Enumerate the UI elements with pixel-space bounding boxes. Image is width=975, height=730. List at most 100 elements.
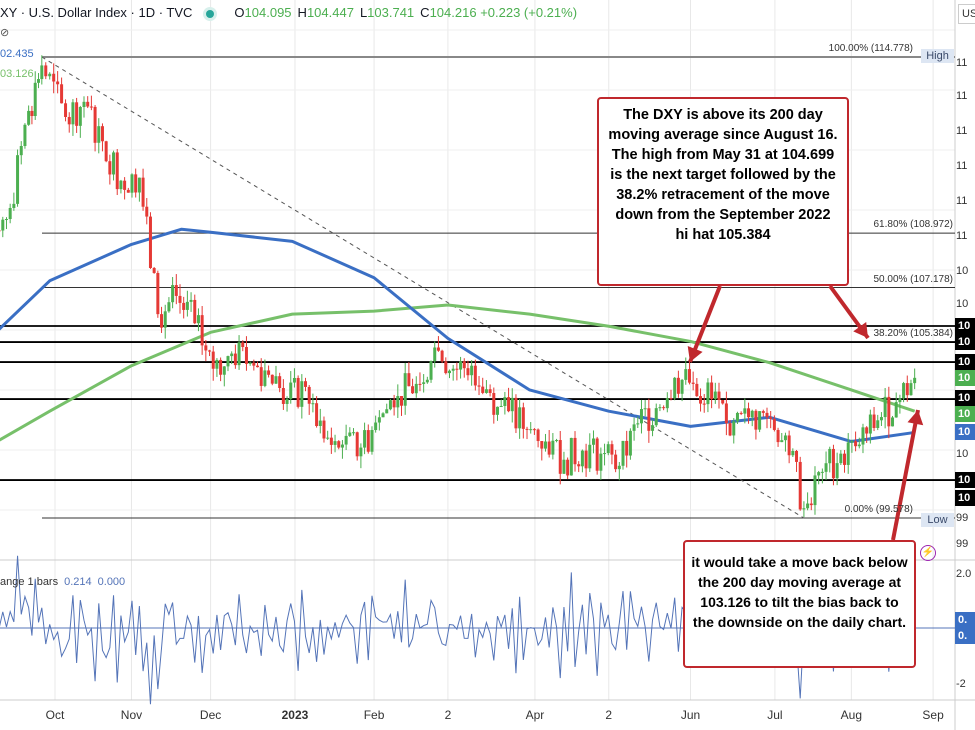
candle-body — [481, 386, 485, 393]
open-label: O — [234, 5, 245, 20]
candle-body — [865, 427, 869, 434]
candle-body — [352, 432, 356, 434]
candle-body — [835, 463, 839, 479]
candle-body — [747, 408, 751, 418]
candle-body — [44, 65, 48, 77]
candle-body — [422, 382, 426, 384]
candle-body — [377, 417, 381, 423]
price-axis-label: 99 — [956, 512, 969, 524]
candle-body — [208, 350, 212, 352]
candle-body — [64, 103, 68, 117]
candle-body — [40, 65, 44, 80]
annotation-box-bias: it would take a move back below the 200 … — [683, 540, 916, 668]
time-axis-label: Dec — [199, 708, 222, 722]
candle-body — [392, 400, 396, 408]
annotation-text: it would take a move back below the 200 … — [691, 554, 908, 630]
candle-body — [680, 379, 684, 394]
candle-body — [551, 440, 555, 455]
candle-body — [687, 369, 691, 383]
candle-body — [137, 177, 141, 193]
candle-body — [19, 146, 23, 156]
candle-body — [292, 377, 296, 383]
candle-body — [148, 216, 152, 268]
candle-body — [156, 272, 160, 315]
candle-body — [699, 396, 703, 404]
candle-body — [178, 295, 182, 303]
time-axis-label: Sep — [922, 708, 944, 722]
candle-body — [396, 396, 400, 408]
candle-body — [861, 427, 865, 445]
candle-body — [108, 161, 112, 175]
candle-body — [67, 116, 71, 125]
candle-body — [902, 383, 906, 399]
candle-body — [86, 101, 90, 107]
candle-body — [78, 107, 82, 126]
price-axis-label: 10 — [956, 448, 969, 460]
price-axis-label: 99 — [956, 538, 969, 550]
fib-level-label: 38.20% (105.384) — [873, 327, 953, 339]
candle-body — [429, 361, 433, 380]
candle-body — [145, 206, 149, 217]
price-tag: 10 — [955, 472, 975, 488]
candle-body — [60, 84, 64, 104]
candle-body — [735, 412, 739, 422]
candle-body — [728, 423, 732, 436]
candle-body — [669, 398, 673, 400]
candle-body — [806, 503, 810, 509]
candle-body — [514, 397, 518, 429]
candle-body — [459, 361, 463, 370]
candle-body — [750, 410, 754, 418]
candle-body — [913, 377, 917, 384]
oscillator-label: ange 1 bars — [0, 576, 59, 588]
visibility-icon[interactable]: ⊘ — [0, 27, 10, 39]
candle-body — [196, 315, 200, 324]
candle-body — [802, 508, 806, 510]
arrowhead-icon — [687, 346, 703, 362]
candle-body — [673, 377, 677, 399]
flash-icon[interactable]: ⚡ — [920, 545, 936, 561]
candle-body — [603, 453, 607, 455]
candle-body — [304, 381, 308, 387]
candle-body — [436, 347, 440, 351]
candle-body — [824, 463, 828, 472]
candle-body — [100, 126, 104, 142]
candle-body — [721, 399, 725, 404]
symbol-title[interactable]: XY · U.S. Dollar Index · 1D · TVC — [0, 5, 193, 20]
candle-body — [160, 314, 164, 328]
candle-body — [141, 177, 145, 207]
change-value: +0.223 (+0.21%) — [480, 5, 578, 20]
candle-body — [769, 417, 773, 419]
candle-body — [470, 365, 474, 376]
candle-body — [200, 315, 204, 346]
price-axis-label: 11 — [956, 230, 968, 242]
candle-body — [488, 389, 492, 393]
candle-body — [418, 383, 422, 385]
candle-body — [344, 435, 348, 445]
candle-body — [569, 437, 573, 476]
candle-body — [872, 414, 876, 428]
fib-level-label: 0.00% (99.578) — [844, 504, 913, 516]
candle-body — [591, 438, 595, 445]
candle-body — [606, 444, 610, 454]
currency-button[interactable]: US — [958, 4, 975, 24]
candle-body — [857, 444, 861, 447]
candle-body — [215, 359, 219, 369]
price-tag: 10 — [955, 334, 975, 350]
candle-body — [407, 373, 411, 387]
candle-body — [48, 73, 52, 77]
candle-body — [695, 383, 699, 397]
candle-body — [647, 408, 651, 431]
candle-body — [385, 409, 389, 414]
candle-body — [211, 351, 215, 369]
arrowhead-icon — [907, 410, 924, 426]
candle-body — [758, 411, 762, 430]
candle-body — [219, 359, 223, 375]
candle-body — [507, 397, 511, 412]
candle-body — [252, 362, 256, 366]
candle-body — [887, 396, 891, 427]
candle-body — [580, 450, 584, 467]
candle-body — [676, 377, 680, 394]
candle-body — [241, 342, 245, 348]
candle-body — [691, 382, 695, 384]
